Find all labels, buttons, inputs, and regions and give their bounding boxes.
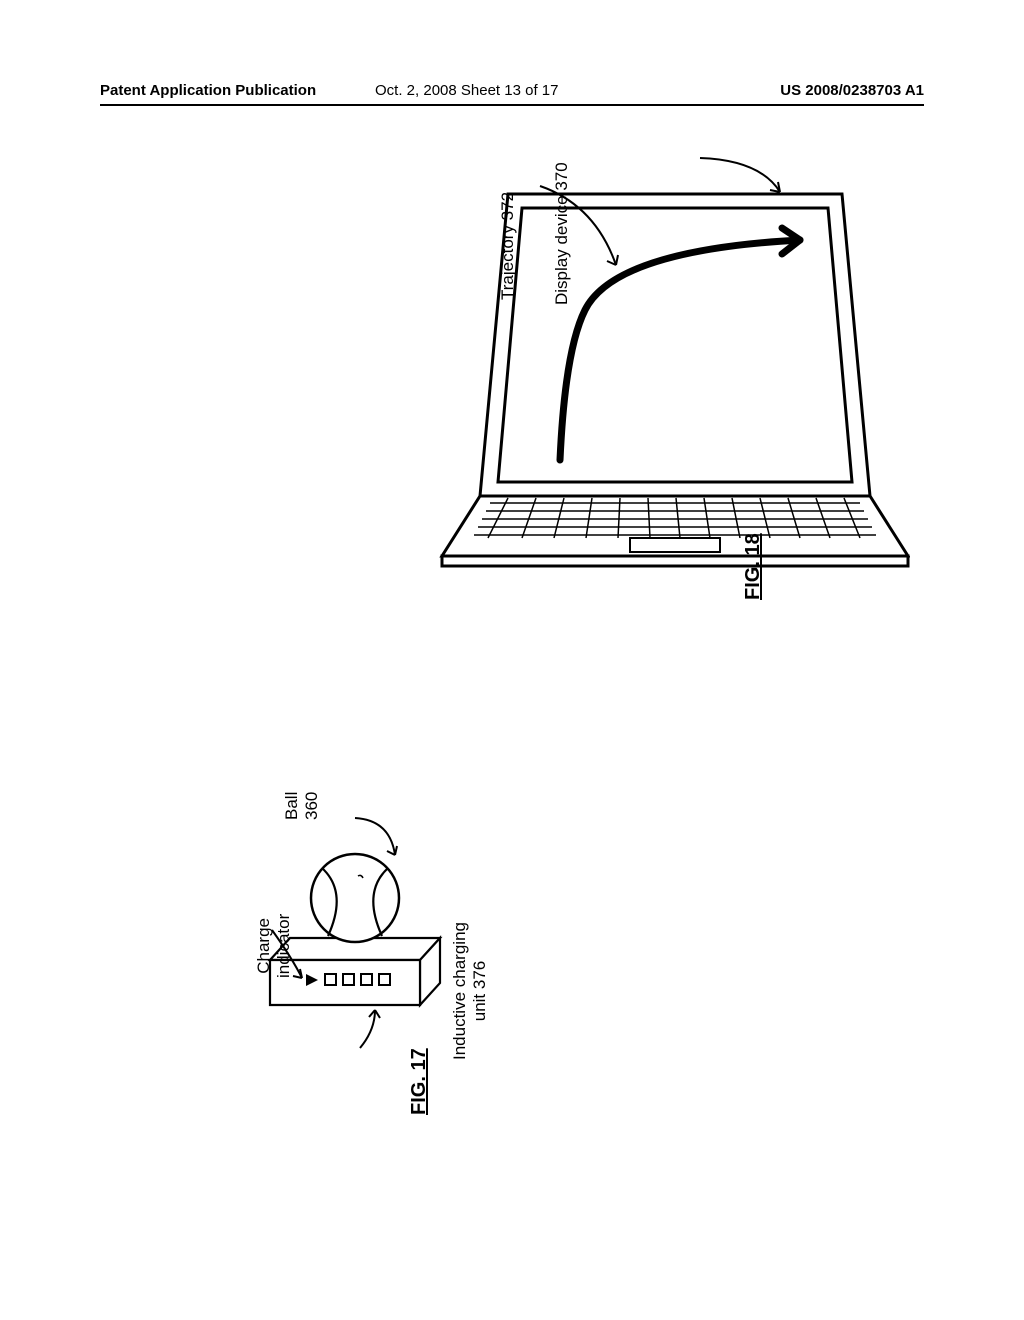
fig17-unit-label: Inductive charging unit 376 [450,922,490,1060]
fig18-display-label: Display device 370 [552,162,572,305]
patent-page: Patent Application Publication Oct. 2, 2… [0,0,1024,1320]
fig17-charge-label: Charge indicator [254,914,294,978]
fig17-ball-label: Ball 360 [282,792,322,820]
page-header: Patent Application Publication Oct. 2, 2… [100,82,924,106]
fig18-label: FIG. 18 [742,533,765,600]
header-mid: Oct. 2, 2008 Sheet 13 of 17 [375,82,558,99]
fig17-label: FIG. 17 [408,1048,431,1115]
fig18-trajectory-label: Trajectory 372 [498,192,518,300]
header-right: US 2008/0238703 A1 [780,82,924,99]
header-left: Patent Application Publication [100,82,316,99]
